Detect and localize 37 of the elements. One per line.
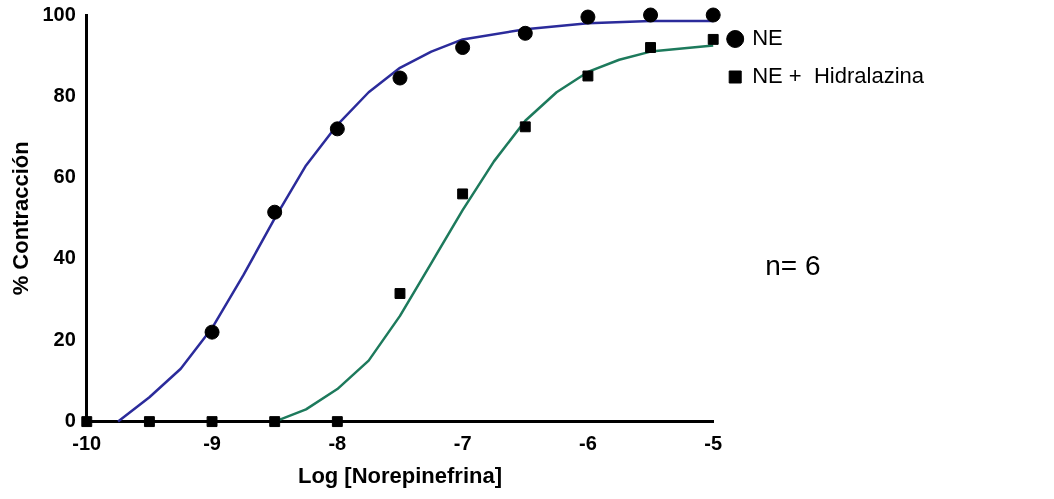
point bbox=[331, 416, 343, 428]
text: n= 6 bbox=[765, 249, 821, 281]
x-axis-title: Log [Norepinefrina] bbox=[297, 462, 503, 488]
point bbox=[206, 416, 218, 428]
legend-label: NE + Hidralazina bbox=[752, 63, 925, 89]
point bbox=[269, 416, 281, 428]
point bbox=[392, 70, 408, 86]
x-tick-label: -10 bbox=[72, 432, 102, 455]
point bbox=[267, 204, 283, 220]
point bbox=[394, 288, 406, 299]
x-tick-label: -6 bbox=[579, 432, 597, 455]
y-tick-label: 100 bbox=[42, 2, 76, 25]
point bbox=[707, 33, 719, 45]
point bbox=[643, 7, 659, 23]
y-tick-label: 80 bbox=[53, 83, 76, 106]
point bbox=[143, 416, 155, 428]
x-tick-label: -7 bbox=[453, 432, 472, 455]
point bbox=[81, 416, 93, 428]
point bbox=[582, 70, 594, 82]
y-tick-label: 0 bbox=[64, 409, 76, 432]
y-tick-label: 60 bbox=[53, 165, 76, 188]
point bbox=[455, 40, 471, 56]
x-tick-label: -9 bbox=[203, 432, 221, 455]
y-axis-title: % Contracción bbox=[8, 141, 34, 296]
point bbox=[204, 324, 220, 340]
y-tick-label: 20 bbox=[53, 327, 76, 350]
x-tick-label: -5 bbox=[704, 432, 723, 455]
point bbox=[329, 121, 345, 137]
point bbox=[580, 9, 596, 25]
legend-label: NE bbox=[752, 25, 783, 51]
point bbox=[705, 7, 721, 23]
point bbox=[457, 188, 469, 200]
point bbox=[645, 42, 657, 53]
x-tick-label: -8 bbox=[328, 432, 347, 455]
point bbox=[519, 121, 531, 133]
y-tick-label: 40 bbox=[53, 246, 76, 269]
point bbox=[517, 25, 533, 41]
